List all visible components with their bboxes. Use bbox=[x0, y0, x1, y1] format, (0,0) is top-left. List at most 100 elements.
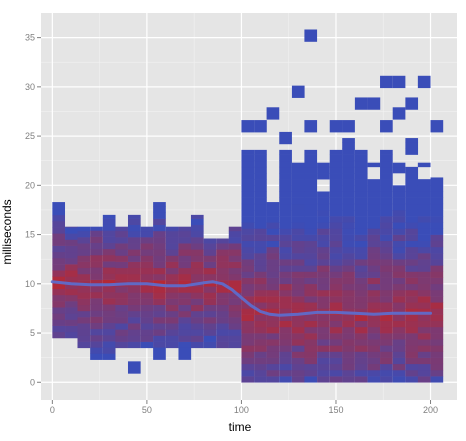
heatmap-tile bbox=[266, 363, 280, 371]
heatmap-tile bbox=[367, 253, 381, 260]
heatmap-tile bbox=[329, 246, 343, 254]
heatmap-tile bbox=[291, 351, 305, 358]
heatmap-tile bbox=[367, 320, 381, 328]
heatmap-tile bbox=[190, 224, 204, 232]
heatmap-tile bbox=[254, 154, 267, 162]
heatmap-tile bbox=[342, 333, 355, 340]
heatmap-tile bbox=[228, 286, 242, 293]
heatmap-tile bbox=[291, 166, 305, 174]
heatmap-tile bbox=[52, 239, 66, 246]
heatmap-tile bbox=[228, 341, 242, 349]
heatmap-tile bbox=[203, 335, 217, 342]
heatmap-tile bbox=[367, 209, 381, 217]
heatmap-tile bbox=[254, 246, 267, 254]
heatmap-tile bbox=[367, 326, 381, 334]
heatmap-tile bbox=[329, 197, 343, 205]
heatmap-tile bbox=[102, 236, 116, 243]
heatmap-tile bbox=[367, 314, 381, 322]
heatmap-tile bbox=[90, 310, 103, 317]
heatmap-tile bbox=[52, 208, 66, 216]
heatmap-tile bbox=[241, 296, 255, 303]
heatmap-tile bbox=[342, 277, 355, 285]
heatmap-tile bbox=[430, 203, 444, 211]
heatmap-tile bbox=[216, 317, 229, 324]
heatmap-tile bbox=[77, 273, 91, 281]
heatmap-tile bbox=[392, 265, 406, 272]
heatmap-tile bbox=[430, 197, 444, 205]
heatmap-tile bbox=[380, 246, 393, 254]
heatmap-tile bbox=[417, 308, 431, 315]
heatmap-tile bbox=[90, 267, 103, 274]
heatmap-tile bbox=[190, 237, 204, 244]
heatmap-tile bbox=[90, 242, 103, 250]
heatmap-tile bbox=[77, 286, 91, 293]
heatmap-tile bbox=[279, 173, 292, 180]
heatmap-tile bbox=[241, 289, 255, 297]
heatmap-tile bbox=[102, 322, 116, 330]
heatmap-tile bbox=[342, 326, 355, 334]
heatmap-tile bbox=[329, 339, 343, 346]
heatmap-tile bbox=[228, 304, 242, 312]
heatmap-tile bbox=[266, 320, 280, 328]
heatmap-tile bbox=[405, 314, 419, 322]
heatmap-tile bbox=[367, 265, 381, 272]
heatmap-tile bbox=[266, 333, 280, 340]
heatmap-tile bbox=[254, 363, 267, 371]
heatmap-tile bbox=[405, 240, 419, 248]
heatmap-tile bbox=[329, 333, 343, 340]
heatmap-tile bbox=[405, 326, 419, 334]
heatmap-tile bbox=[279, 246, 292, 254]
heatmap-tile bbox=[241, 149, 255, 155]
heatmap-tile bbox=[354, 345, 368, 352]
heatmap-tile bbox=[380, 308, 393, 315]
heatmap-tile bbox=[266, 283, 280, 291]
heatmap-tile bbox=[90, 285, 103, 293]
heatmap-tile bbox=[329, 191, 343, 198]
heatmap-tile bbox=[417, 283, 431, 291]
heatmap-tile bbox=[115, 329, 128, 336]
heatmap-tile bbox=[367, 345, 381, 352]
heatmap-tile bbox=[77, 341, 91, 349]
heatmap-tile bbox=[317, 289, 330, 297]
heatmap-tile bbox=[165, 310, 179, 318]
heatmap-tile bbox=[153, 212, 166, 219]
heatmap-tile bbox=[417, 271, 431, 278]
heatmap-tile bbox=[367, 191, 381, 198]
heatmap-tile bbox=[392, 166, 406, 174]
heatmap-tile bbox=[367, 185, 381, 192]
heatmap-tile bbox=[115, 292, 128, 299]
heatmap-tile bbox=[291, 162, 305, 168]
heatmap-tile bbox=[317, 162, 330, 168]
heatmap-tile bbox=[380, 351, 393, 358]
heatmap-tile bbox=[203, 298, 217, 306]
heatmap-tile bbox=[304, 179, 318, 186]
heatmap-tile bbox=[228, 243, 242, 250]
heatmap-tile bbox=[329, 265, 343, 272]
heatmap-tile bbox=[254, 326, 267, 334]
heatmap-tile bbox=[405, 173, 419, 180]
heatmap-tile bbox=[317, 259, 330, 266]
heatmap-tile bbox=[380, 209, 393, 217]
heatmap-tile bbox=[254, 339, 267, 346]
heatmap-tile bbox=[254, 320, 267, 328]
outlier-tile bbox=[127, 361, 141, 374]
heatmap-tile bbox=[77, 317, 91, 324]
heatmap-tile bbox=[392, 216, 406, 223]
heatmap-tile bbox=[241, 339, 255, 346]
heatmap-tile bbox=[304, 253, 318, 260]
heatmap-tile bbox=[304, 166, 318, 174]
heatmap-tile bbox=[392, 222, 406, 229]
heatmap-tile bbox=[430, 177, 444, 180]
heatmap-tile bbox=[279, 302, 292, 309]
x-tick-label: 150 bbox=[328, 405, 343, 415]
heatmap-tile bbox=[52, 282, 66, 290]
heatmap-tile bbox=[291, 320, 305, 328]
heatmap-tile bbox=[304, 271, 318, 278]
heatmap-tile bbox=[354, 240, 368, 248]
heatmap-tile bbox=[254, 166, 267, 174]
heatmap-tile bbox=[417, 246, 431, 254]
heatmap-tile bbox=[342, 302, 355, 309]
heatmap-tile bbox=[329, 357, 343, 365]
heatmap-tile bbox=[417, 203, 431, 211]
